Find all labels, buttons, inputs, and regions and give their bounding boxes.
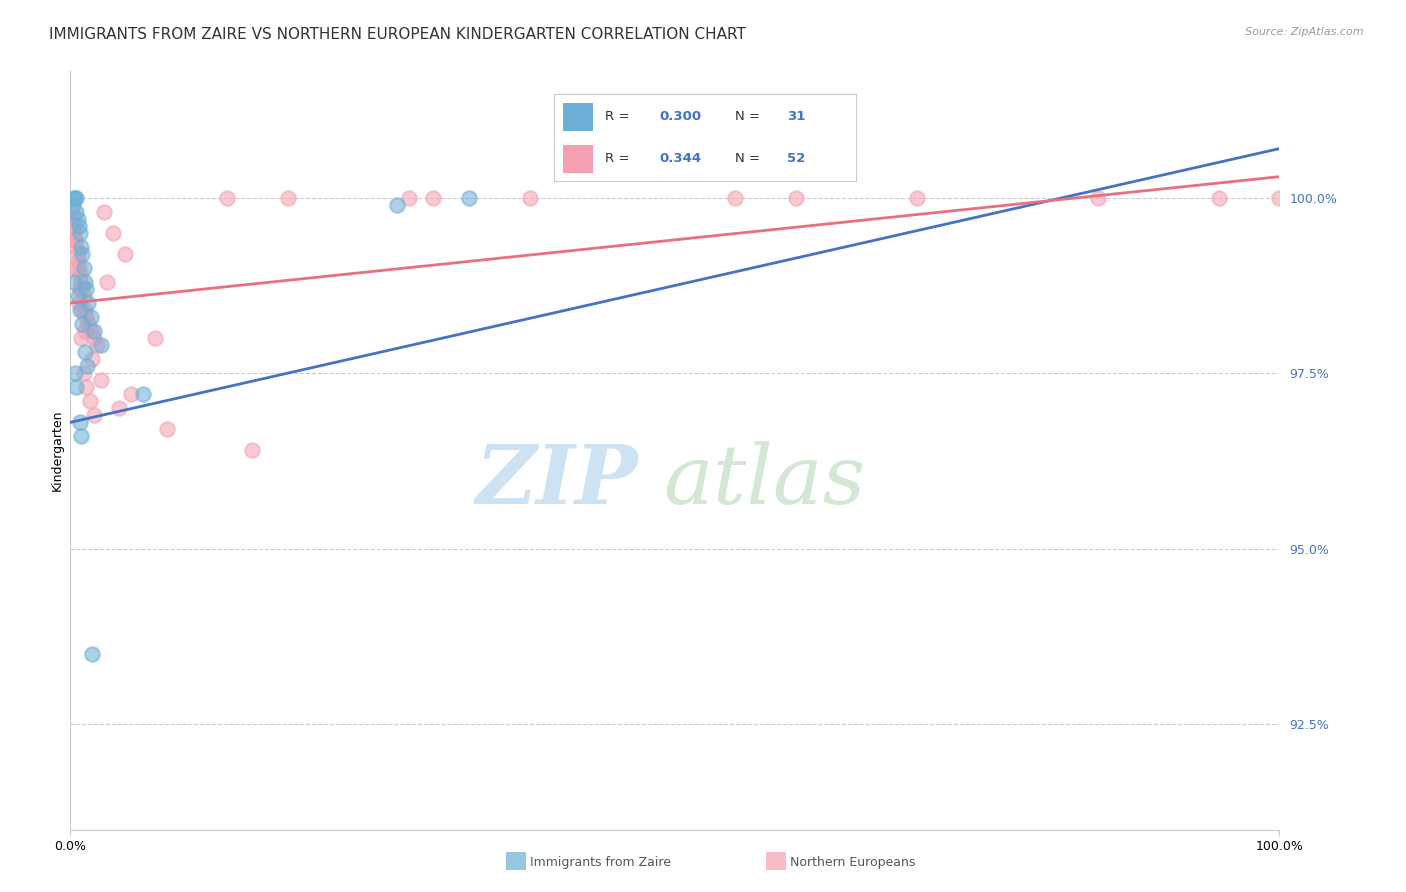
Point <box>217 191 239 205</box>
Point <box>72 289 94 303</box>
Point <box>101 226 124 240</box>
Point <box>67 296 90 310</box>
Point <box>90 373 111 387</box>
Point <box>65 191 87 205</box>
Point <box>1208 191 1230 205</box>
Point <box>70 275 93 289</box>
Point <box>69 282 91 296</box>
Point <box>75 282 97 296</box>
Point <box>66 253 89 268</box>
Point <box>63 275 86 289</box>
Point <box>75 310 97 324</box>
Text: Northern Europeans: Northern Europeans <box>790 856 915 869</box>
Point <box>80 324 103 338</box>
Text: ZIP: ZIP <box>477 441 638 521</box>
Point <box>63 191 86 205</box>
Point <box>83 331 105 345</box>
Point <box>75 380 97 394</box>
Point <box>519 191 541 205</box>
Point <box>72 366 94 380</box>
Point <box>70 240 93 254</box>
Point <box>69 303 91 318</box>
Point <box>63 233 86 247</box>
Point <box>107 401 129 416</box>
Point <box>66 247 89 261</box>
Y-axis label: Kindergarten: Kindergarten <box>51 409 63 491</box>
Point <box>63 191 86 205</box>
Point <box>69 226 91 240</box>
Point <box>60 204 83 219</box>
Point <box>70 429 93 443</box>
Point <box>72 260 94 275</box>
Point <box>67 219 90 233</box>
Point <box>385 198 408 212</box>
Point <box>80 647 103 661</box>
Point <box>96 275 118 289</box>
Point <box>63 366 86 380</box>
Point <box>398 191 420 205</box>
Point <box>63 226 86 240</box>
Point <box>724 191 747 205</box>
Point <box>73 303 96 318</box>
Point <box>69 416 91 430</box>
Point <box>67 260 90 275</box>
Point <box>73 345 96 359</box>
Point <box>1268 191 1291 205</box>
Point <box>143 331 166 345</box>
Point <box>120 387 142 401</box>
Point <box>83 409 105 423</box>
Point <box>1087 191 1109 205</box>
Point <box>785 191 807 205</box>
Point <box>63 211 86 226</box>
Point <box>72 303 94 318</box>
Point <box>458 191 481 205</box>
Point <box>277 191 299 205</box>
Point <box>90 338 111 352</box>
Point <box>73 324 96 338</box>
Point <box>72 247 94 261</box>
Point <box>79 394 101 409</box>
Point <box>63 233 86 247</box>
Point <box>70 331 93 345</box>
Text: IMMIGRANTS FROM ZAIRE VS NORTHERN EUROPEAN KINDERGARTEN CORRELATION CHART: IMMIGRANTS FROM ZAIRE VS NORTHERN EUROPE… <box>49 27 747 42</box>
Point <box>422 191 444 205</box>
Point <box>69 268 91 282</box>
Text: Immigrants from Zaire: Immigrants from Zaire <box>530 856 671 869</box>
Point <box>65 260 87 275</box>
Point <box>114 247 136 261</box>
Point <box>66 211 89 226</box>
Text: atlas: atlas <box>662 441 865 521</box>
Point <box>72 282 94 296</box>
Point <box>66 289 89 303</box>
Point <box>77 296 100 310</box>
Point <box>905 191 928 205</box>
Point <box>72 317 94 331</box>
Point <box>62 198 84 212</box>
Point <box>93 204 115 219</box>
Point <box>132 387 155 401</box>
Point <box>65 204 87 219</box>
Point <box>86 338 108 352</box>
Point <box>73 275 96 289</box>
Point <box>65 380 87 394</box>
Point <box>62 219 84 233</box>
Point <box>76 359 98 374</box>
Point <box>77 317 100 331</box>
Point <box>240 443 263 458</box>
Text: Source: ZipAtlas.com: Source: ZipAtlas.com <box>1246 27 1364 37</box>
Point <box>80 310 103 324</box>
Point <box>156 422 179 436</box>
Point <box>65 240 87 254</box>
Point <box>83 324 105 338</box>
Point <box>80 352 103 367</box>
